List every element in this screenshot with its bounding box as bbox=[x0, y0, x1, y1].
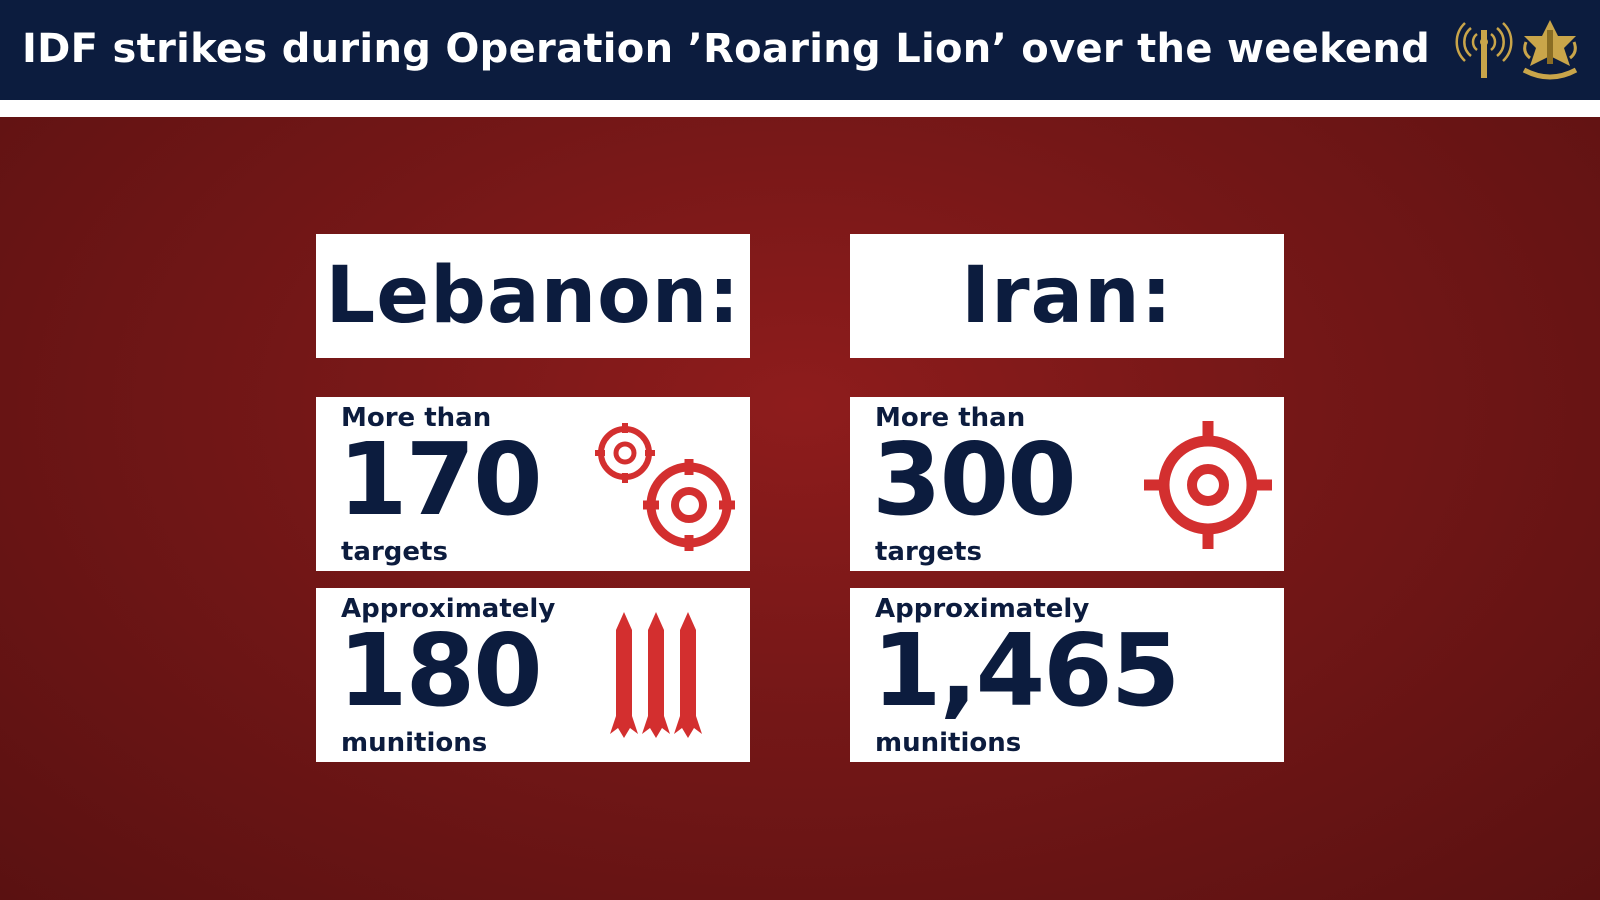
stat-prefix: Approximately bbox=[341, 594, 556, 624]
stat-value: 300 bbox=[872, 421, 1077, 538]
header-bar: IDF strikes during Operation ’Roaring Li… bbox=[0, 0, 1600, 100]
stat-card-lebanon-munitions: Approximately 180 munitions bbox=[316, 588, 750, 762]
stat-value: 1,465 bbox=[872, 612, 1180, 729]
idf-emblem bbox=[1522, 20, 1578, 80]
country-card-iran: Iran: bbox=[850, 234, 1284, 358]
country-label: Lebanon: bbox=[325, 251, 741, 341]
stat-card-iran-munitions: Approximately 1,465 munitions bbox=[850, 588, 1284, 762]
country-card-lebanon: Lebanon: bbox=[316, 234, 750, 358]
stat-value: 170 bbox=[338, 421, 543, 538]
stat-prefix: More than bbox=[341, 403, 492, 433]
stat-unit: munitions bbox=[875, 728, 1022, 758]
missiles-icon bbox=[610, 612, 702, 738]
target-icon bbox=[1144, 421, 1272, 549]
country-label: Iran: bbox=[961, 251, 1173, 341]
stat-unit: munitions bbox=[341, 728, 488, 758]
header-divider bbox=[0, 100, 1600, 117]
stat-prefix: More than bbox=[875, 403, 1026, 433]
stat-card-lebanon-targets: More than 170 targets bbox=[316, 397, 750, 571]
stat-unit: targets bbox=[875, 537, 982, 567]
stat-value: 180 bbox=[338, 612, 543, 729]
page-title: IDF strikes during Operation ’Roaring Li… bbox=[22, 26, 1431, 72]
double-target-icon bbox=[595, 423, 735, 551]
stat-unit: targets bbox=[341, 537, 448, 567]
stat-card-iran-targets: More than 300 targets bbox=[850, 397, 1284, 571]
stat-prefix: Approximately bbox=[875, 594, 1090, 624]
signal-corps-logo bbox=[1455, 22, 1513, 78]
